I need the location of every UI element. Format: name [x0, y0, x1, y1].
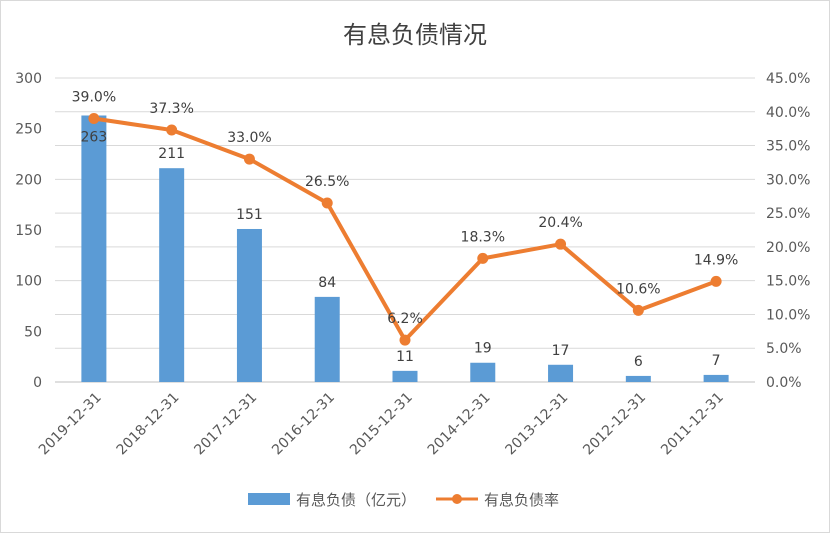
- line-data-label: 14.9%: [694, 252, 738, 268]
- bar-series: 263 211 151 84 11 19 17 6 7: [81, 115, 729, 382]
- right-tick-label: 35.0%: [766, 139, 810, 155]
- bar: [159, 168, 185, 382]
- right-tick-label: 45.0%: [766, 71, 810, 87]
- line-point: [166, 124, 178, 136]
- left-tick-label: 50: [24, 324, 42, 340]
- line-data-label: 39.0%: [72, 90, 116, 106]
- left-tick-label: 0: [33, 375, 42, 391]
- chart-title: 有息负债情况: [343, 21, 487, 49]
- bar: [470, 362, 496, 382]
- line-data-label: 18.3%: [461, 229, 505, 245]
- bar: [314, 296, 340, 382]
- legend-line-marker: [452, 494, 462, 504]
- bar: [703, 374, 729, 382]
- legend: 有息负债（亿元） 有息负债率: [248, 491, 559, 509]
- left-tick-label: 100: [15, 274, 42, 290]
- right-tick-label: 0.0%: [766, 375, 802, 391]
- left-tick-label: 250: [15, 122, 42, 138]
- left-tick-label: 200: [15, 172, 42, 188]
- line-data-label: 26.5%: [305, 174, 349, 190]
- bar-data-label: 11: [396, 349, 414, 365]
- bar-data-label: 151: [236, 207, 263, 223]
- right-tick-label: 10.0%: [766, 307, 810, 323]
- line-point: [477, 252, 489, 264]
- bar-data-label: 263: [81, 129, 108, 145]
- bar-data-label: 6: [634, 354, 643, 370]
- bar-data-label: 7: [712, 353, 721, 369]
- line-point: [399, 334, 411, 346]
- line-point: [88, 113, 100, 125]
- right-tick-label: 20.0%: [766, 240, 810, 256]
- line-point: [555, 238, 567, 250]
- bar-data-label: 84: [318, 275, 336, 291]
- line-data-label: 10.6%: [616, 281, 660, 297]
- bar: [81, 115, 107, 382]
- line-point: [321, 197, 333, 209]
- right-tick-label: 40.0%: [766, 105, 810, 121]
- bar-data-label: 17: [552, 343, 570, 359]
- right-tick-label: 5.0%: [766, 341, 802, 357]
- legend-line-label: 有息负债率: [484, 491, 559, 509]
- bar-data-label: 211: [158, 146, 185, 162]
- right-tick-label: 25.0%: [766, 206, 810, 222]
- bar: [236, 228, 262, 382]
- line-data-label: 20.4%: [538, 215, 582, 231]
- right-tick-label: 30.0%: [766, 172, 810, 188]
- line-data-label: 37.3%: [149, 101, 193, 117]
- line-point: [632, 304, 644, 316]
- line-point: [710, 275, 722, 287]
- legend-bar-label: 有息负债（亿元）: [296, 491, 416, 509]
- right-axis: 0.0% 5.0% 10.0% 15.0% 20.0% 25.0% 30.0% 35.0% 40…: [766, 71, 810, 391]
- legend-bar-swatch: [248, 493, 290, 505]
- left-tick-label: 150: [15, 223, 42, 239]
- line-data-label: 33.0%: [227, 130, 271, 146]
- bar: [392, 370, 418, 382]
- left-axis: 0 50 100 150 200 250 300: [15, 71, 42, 391]
- bar-data-label: 19: [474, 341, 492, 357]
- bar: [548, 364, 574, 382]
- bar: [625, 375, 651, 382]
- line-point: [243, 153, 255, 165]
- line-series: 39.0% 37.3% 33.0% 26.5% 6.2% 18.3% 20.4% 10.6% 1…: [72, 90, 738, 346]
- left-tick-label: 300: [15, 71, 42, 87]
- line-data-label: 6.2%: [387, 311, 423, 327]
- right-tick-label: 15.0%: [766, 274, 810, 290]
